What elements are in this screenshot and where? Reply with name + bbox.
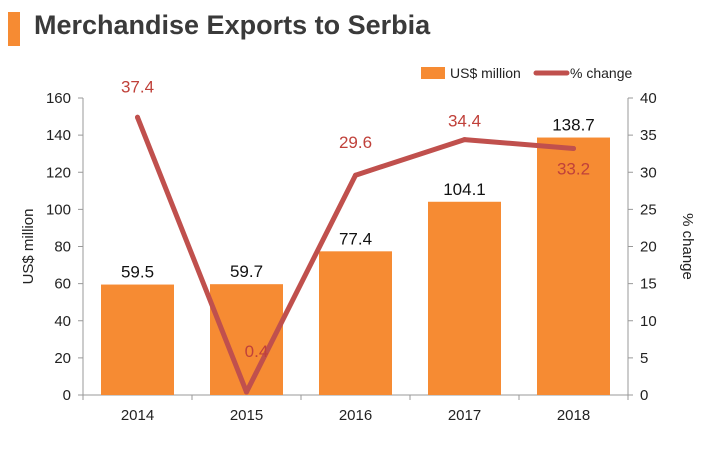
- y2-tick-label: 35: [640, 127, 657, 144]
- x-axis: 2014 2015 2016 2017 2018: [82, 394, 629, 424]
- pct-value-label: 37.4: [121, 77, 154, 96]
- y-axis-left: 0 20 40 60 80 100 120 140 160 US$ million: [20, 90, 84, 404]
- pct-value-label: 0.4: [245, 342, 269, 361]
- y-axis-right: 0 5 10 15 20 25 30 35 40 % change: [627, 90, 696, 404]
- bar-value-label: 59.7: [230, 262, 263, 281]
- x-tick-label: 2017: [448, 407, 481, 424]
- y-tick-label: 40: [54, 313, 71, 330]
- y-tick-label: 120: [46, 164, 71, 181]
- y-tick-label: 20: [54, 350, 71, 367]
- x-tick-label: 2014: [121, 407, 154, 424]
- y-tick-label: 160: [46, 90, 71, 107]
- bar-series: [101, 137, 610, 395]
- x-tick-label: 2015: [230, 407, 263, 424]
- x-tick-label: 2018: [557, 407, 590, 424]
- y2-tick-label: 25: [640, 201, 657, 218]
- bar-2018: [537, 137, 610, 395]
- y-tick-label: 100: [46, 201, 71, 218]
- legend-label-line: % change: [570, 65, 632, 81]
- pct-change-point: [244, 389, 249, 395]
- data-labels: 59.5 59.7 77.4 104.1 138.7 37.4 0.4 29.6 34.4 33.…: [121, 77, 595, 361]
- y-tick-label: 0: [63, 387, 71, 404]
- y2-tick-label: 5: [640, 350, 648, 367]
- y-tick-label: 60: [54, 276, 71, 293]
- y2-tick-label: 0: [640, 387, 648, 404]
- bar-2016: [319, 251, 392, 395]
- bar-value-label: 138.7: [552, 116, 595, 135]
- legend: US$ million % change: [421, 65, 632, 81]
- title-accent-bar: [8, 12, 20, 46]
- chart-title: Merchandise Exports to Serbia: [34, 10, 431, 40]
- y2-tick-label: 20: [640, 239, 657, 256]
- pct-value-label: 34.4: [448, 112, 481, 131]
- y2-axis-title: % change: [679, 213, 696, 280]
- y2-tick-label: 30: [640, 164, 657, 181]
- legend-label-bar: US$ million: [450, 65, 521, 81]
- legend-swatch-bar: [421, 67, 445, 79]
- y-tick-label: 140: [46, 127, 71, 144]
- bar-value-label: 77.4: [339, 229, 372, 248]
- pct-change-point: [135, 114, 140, 120]
- line-series: [135, 114, 576, 395]
- y2-tick-label: 15: [640, 276, 657, 293]
- pct-value-label: 33.2: [557, 159, 590, 178]
- y2-tick-label: 40: [640, 90, 657, 107]
- pct-change-point: [462, 137, 467, 143]
- y2-tick-label: 10: [640, 313, 657, 330]
- y-axis-title: US$ million: [20, 209, 37, 285]
- pct-value-label: 29.6: [339, 133, 372, 152]
- bar-value-label: 104.1: [443, 180, 486, 199]
- pct-change-point: [353, 172, 358, 178]
- y-tick-label: 80: [54, 239, 71, 256]
- bar-value-label: 59.5: [121, 263, 154, 282]
- bar-2014: [101, 284, 174, 395]
- x-tick-label: 2016: [339, 407, 372, 424]
- pct-change-point: [571, 145, 576, 151]
- bar-2017: [428, 201, 501, 395]
